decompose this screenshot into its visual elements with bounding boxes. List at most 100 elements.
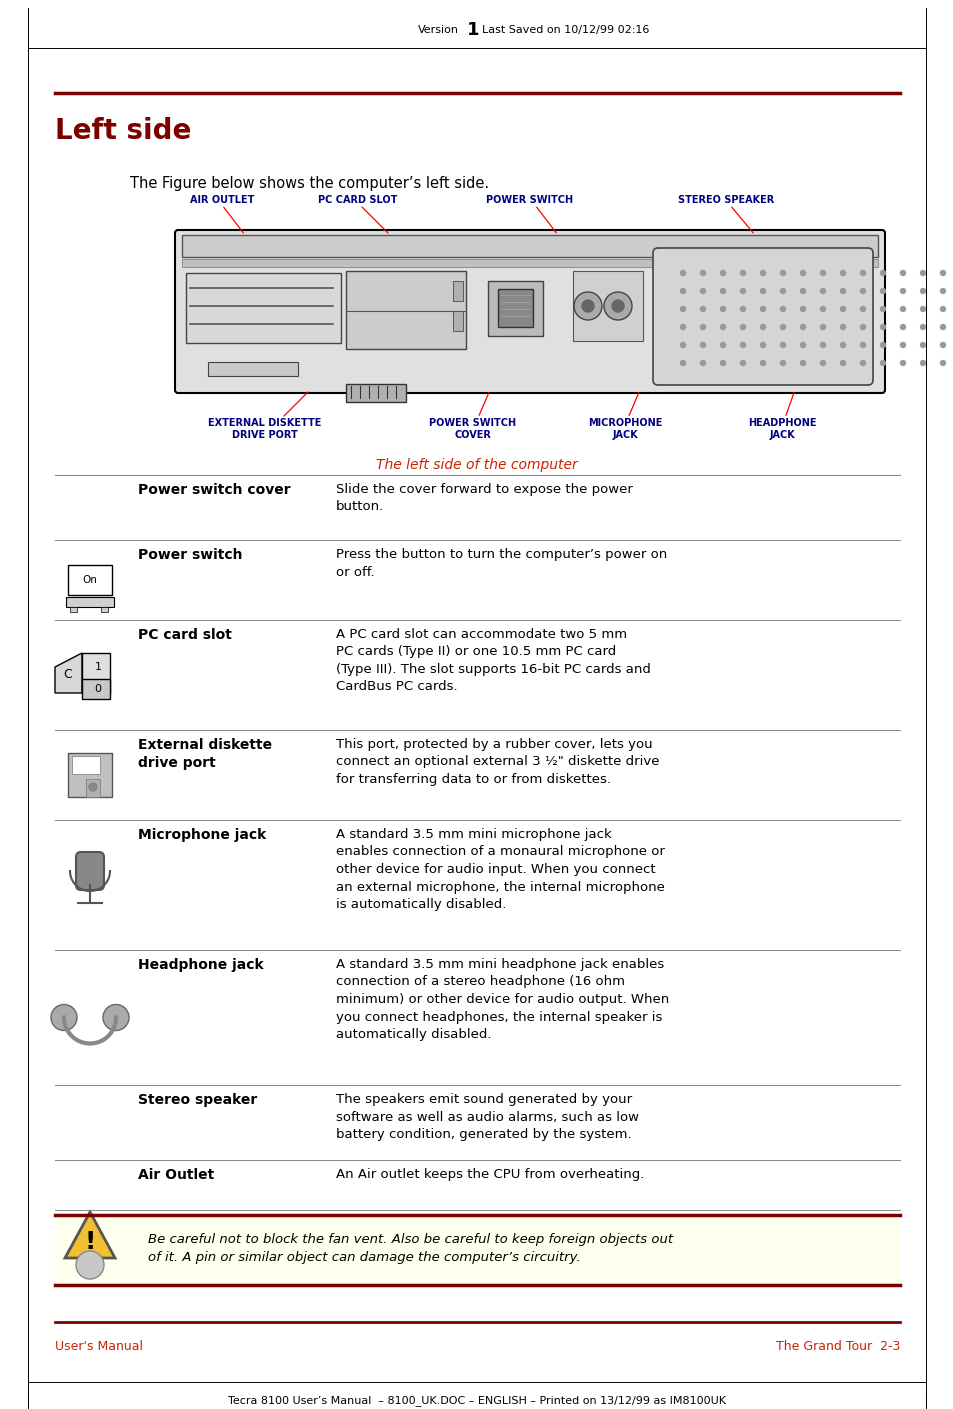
Circle shape: [760, 324, 764, 330]
Text: POWER SWITCH
COVER: POWER SWITCH COVER: [429, 418, 516, 441]
Bar: [182, 235, 877, 256]
Circle shape: [800, 271, 804, 276]
Text: External diskette
drive port: External diskette drive port: [138, 738, 272, 771]
Circle shape: [880, 289, 884, 293]
Circle shape: [679, 271, 685, 276]
Text: AIR OUTLET: AIR OUTLET: [190, 194, 253, 204]
Circle shape: [740, 361, 744, 365]
Text: A PC card slot can accommodate two 5 mm
PC cards (Type II) or one 10.5 mm PC car: A PC card slot can accommodate two 5 mm …: [335, 628, 650, 693]
Circle shape: [900, 271, 904, 276]
Bar: [453, 280, 462, 302]
Bar: [182, 259, 877, 266]
Circle shape: [920, 361, 924, 365]
Text: PC card slot: PC card slot: [138, 628, 232, 643]
Circle shape: [780, 342, 784, 348]
Circle shape: [700, 324, 705, 330]
Circle shape: [860, 271, 864, 276]
Circle shape: [940, 324, 944, 330]
Circle shape: [700, 289, 705, 293]
Bar: [71, 607, 77, 613]
Circle shape: [720, 324, 724, 330]
Bar: [497, 289, 533, 327]
Text: Be careful not to block the fan vent. Also be careful to keep foreign objects ou: Be careful not to block the fan vent. Al…: [148, 1233, 673, 1264]
Circle shape: [720, 342, 724, 348]
Text: Stereo speaker: Stereo speaker: [138, 1093, 257, 1107]
Bar: [66, 597, 114, 607]
Circle shape: [860, 342, 864, 348]
FancyBboxPatch shape: [76, 852, 104, 890]
Bar: [86, 779, 100, 797]
Text: User's Manual: User's Manual: [55, 1340, 143, 1353]
Circle shape: [840, 307, 844, 311]
Text: STEREO SPEAKER: STEREO SPEAKER: [678, 194, 773, 204]
Circle shape: [700, 361, 705, 365]
Circle shape: [880, 361, 884, 365]
Text: The left side of the computer: The left side of the computer: [375, 458, 578, 472]
Circle shape: [820, 307, 824, 311]
Bar: [82, 679, 110, 699]
Circle shape: [920, 342, 924, 348]
Circle shape: [740, 289, 744, 293]
Text: Power switch cover: Power switch cover: [138, 483, 291, 497]
Circle shape: [800, 361, 804, 365]
Circle shape: [780, 307, 784, 311]
Polygon shape: [65, 1212, 115, 1258]
Circle shape: [880, 342, 884, 348]
Circle shape: [920, 324, 924, 330]
Bar: [346, 385, 406, 402]
Circle shape: [760, 271, 764, 276]
Circle shape: [780, 271, 784, 276]
Text: 1: 1: [94, 662, 101, 672]
Text: !: !: [84, 1230, 95, 1254]
Circle shape: [880, 324, 884, 330]
Circle shape: [840, 271, 844, 276]
Circle shape: [603, 292, 631, 320]
Circle shape: [89, 783, 97, 790]
Circle shape: [920, 271, 924, 276]
Circle shape: [720, 361, 724, 365]
Text: Headphone jack: Headphone jack: [138, 958, 263, 972]
Circle shape: [679, 289, 685, 293]
Circle shape: [760, 289, 764, 293]
Circle shape: [820, 289, 824, 293]
Circle shape: [720, 271, 724, 276]
Circle shape: [840, 324, 844, 330]
Text: 0: 0: [94, 683, 101, 695]
Circle shape: [679, 342, 685, 348]
Circle shape: [820, 361, 824, 365]
FancyBboxPatch shape: [174, 230, 884, 393]
Text: Left side: Left side: [55, 117, 192, 145]
Circle shape: [51, 1005, 77, 1030]
Circle shape: [920, 289, 924, 293]
Circle shape: [940, 271, 944, 276]
Circle shape: [860, 307, 864, 311]
Circle shape: [740, 342, 744, 348]
Circle shape: [760, 342, 764, 348]
Text: Tecra 8100 User’s Manual  – 8100_UK.DOC – ENGLISH – Printed on 13/12/99 as IM810: Tecra 8100 User’s Manual – 8100_UK.DOC –…: [228, 1395, 725, 1406]
Circle shape: [940, 361, 944, 365]
Bar: [186, 273, 340, 342]
Circle shape: [820, 342, 824, 348]
Text: Last Saved on 10/12/99 02:16: Last Saved on 10/12/99 02:16: [481, 25, 649, 35]
Text: 1: 1: [466, 21, 478, 39]
Circle shape: [900, 324, 904, 330]
Circle shape: [820, 271, 824, 276]
Circle shape: [940, 342, 944, 348]
Text: The Figure below shows the computer’s left side.: The Figure below shows the computer’s le…: [130, 176, 489, 192]
Circle shape: [800, 307, 804, 311]
Text: An Air outlet keeps the CPU from overheating.: An Air outlet keeps the CPU from overhea…: [335, 1168, 643, 1181]
Text: A standard 3.5 mm mini microphone jack
enables connection of a monaural micropho: A standard 3.5 mm mini microphone jack e…: [335, 828, 664, 912]
Bar: [101, 607, 108, 613]
Circle shape: [720, 289, 724, 293]
Polygon shape: [55, 652, 82, 693]
Circle shape: [679, 324, 685, 330]
Circle shape: [700, 307, 705, 311]
Bar: [68, 752, 112, 797]
Text: POWER SWITCH: POWER SWITCH: [486, 194, 573, 204]
Text: MICROPHONE
JACK: MICROPHONE JACK: [587, 418, 661, 441]
Circle shape: [900, 307, 904, 311]
Circle shape: [800, 324, 804, 330]
Text: PC CARD SLOT: PC CARD SLOT: [318, 194, 397, 204]
Circle shape: [581, 300, 594, 311]
Circle shape: [700, 342, 705, 348]
